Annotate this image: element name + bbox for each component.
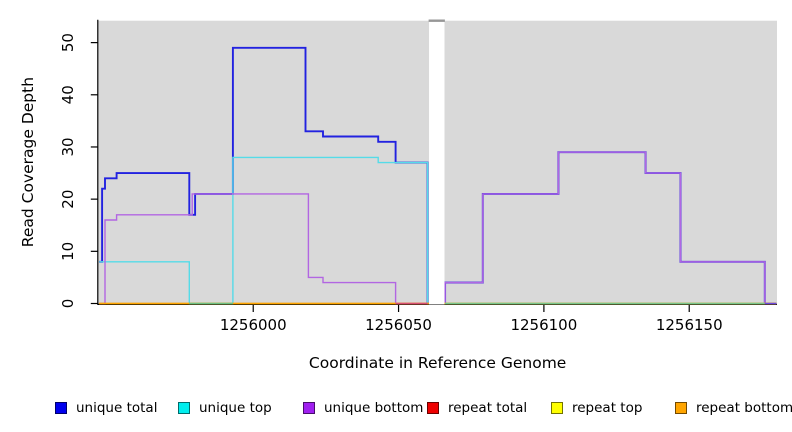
x-axis-title: Coordinate in Reference Genome	[309, 354, 566, 372]
legend-label: unique bottom	[324, 400, 424, 416]
legend-swatch-repeat-total	[427, 402, 439, 414]
x-tick-label: 1256000	[220, 316, 287, 334]
masked-gap-cap	[428, 19, 445, 22]
legend-swatch-unique-total	[55, 402, 67, 414]
legend-swatch-repeat-bottom	[675, 402, 687, 414]
legend-label: repeat total	[448, 400, 528, 416]
legend-label: repeat bottom	[696, 400, 792, 416]
series-unique-top-line	[99, 156, 777, 305]
legend-label: repeat top	[572, 400, 643, 416]
x-tick-label: 1256050	[365, 316, 432, 334]
y-tick-label: 30	[59, 137, 77, 156]
legend-label: unique total	[76, 400, 158, 416]
x-tick-label: 1256150	[656, 316, 723, 334]
legend-swatch-unique-bottom	[303, 402, 315, 414]
chart-legend: unique total unique top unique bottom repea…	[0, 398, 792, 422]
y-tick-label: 40	[59, 85, 77, 104]
legend-label: unique top	[199, 400, 272, 416]
y-tick-label: 20	[59, 190, 77, 209]
y-tick-label: 50	[59, 33, 77, 52]
legend-item-repeat-total: repeat total	[427, 398, 527, 418]
y-axis-title: Read Coverage Depth	[19, 77, 37, 247]
legend-swatch-repeat-top	[551, 402, 563, 414]
y-tick-label: 0	[59, 299, 77, 309]
legend-swatch-unique-top	[178, 402, 190, 414]
legend-item-repeat-top: repeat top	[551, 398, 642, 418]
legend-item-unique-bottom: unique bottom	[303, 398, 423, 418]
legend-item-repeat-bottom: repeat bottom	[675, 398, 792, 418]
legend-item-unique-total: unique total	[55, 398, 157, 418]
y-tick-label: 10	[59, 242, 77, 261]
legend-item-unique-top: unique top	[178, 398, 272, 418]
x-tick-label: 1256100	[510, 316, 577, 334]
masked-gap-band	[429, 21, 445, 305]
